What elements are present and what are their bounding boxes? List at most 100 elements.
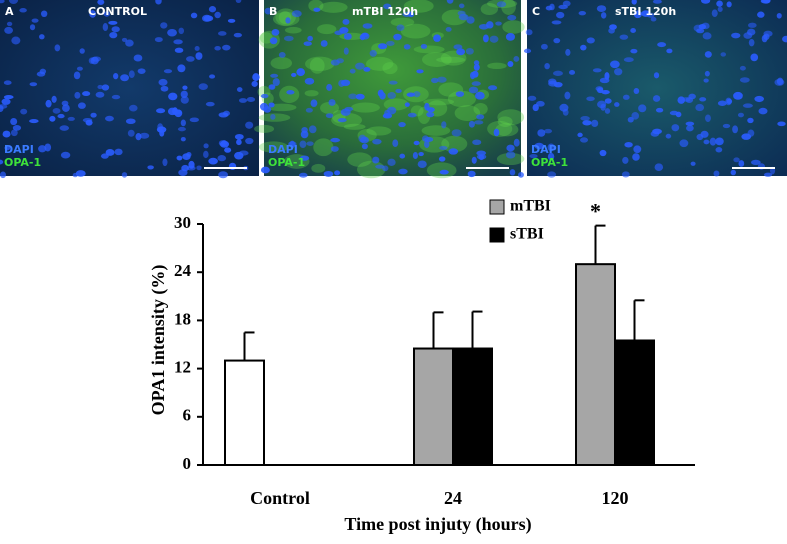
nucleus (236, 87, 243, 92)
nucleus (577, 132, 583, 138)
nucleus (698, 23, 707, 30)
nucleus (95, 91, 105, 98)
nucleus (344, 106, 354, 112)
nucleus (222, 44, 231, 51)
nucleus (320, 40, 328, 47)
nucleus (0, 0, 5, 4)
nucleus (709, 137, 717, 146)
nucleus (44, 143, 52, 152)
nucleus (178, 169, 188, 177)
opa1-signal (270, 56, 293, 70)
nucleus (77, 102, 86, 109)
nucleus (704, 70, 710, 77)
nucleus (761, 0, 771, 4)
legend-swatch (489, 227, 505, 243)
nucleus (655, 107, 664, 113)
nucleus (82, 91, 91, 97)
micrograph (527, 0, 787, 176)
nucleus (700, 130, 709, 138)
bar (614, 339, 655, 467)
nucleus (186, 56, 195, 62)
opa1-signal (497, 109, 525, 126)
nucleus (750, 53, 759, 62)
nucleus (562, 108, 569, 116)
nucleus (103, 11, 110, 17)
nucleus (632, 153, 640, 161)
nucleus (403, 44, 411, 50)
nucleus (271, 28, 280, 36)
nucleus (747, 129, 755, 137)
nucleus (10, 129, 18, 137)
nucleus (369, 49, 377, 57)
nucleus (88, 57, 95, 64)
nucleus (362, 23, 373, 29)
opa1-signal (343, 123, 366, 130)
nucleus (340, 79, 351, 87)
opa1-signal (382, 62, 398, 75)
nucleus (180, 136, 186, 142)
nucleus (378, 43, 388, 50)
nucleus (326, 83, 333, 91)
nucleus (544, 62, 550, 70)
nucleus (451, 129, 462, 137)
nucleus (120, 74, 130, 82)
nucleus (203, 15, 214, 22)
nucleus (453, 44, 463, 50)
y-tick-label: 24 (174, 261, 192, 280)
nucleus (147, 165, 154, 170)
nucleus (652, 95, 661, 102)
nucleus (631, 112, 640, 120)
nucleus (473, 60, 480, 66)
nucleus (458, 3, 465, 9)
nucleus (509, 169, 516, 176)
nucleus (300, 155, 310, 161)
nucleus (704, 51, 712, 58)
nucleus (711, 9, 718, 17)
nucleus (177, 126, 186, 132)
nucleus (446, 0, 454, 4)
y-axis-label: OPA1 intensity (%) (148, 265, 169, 416)
nucleus (62, 104, 70, 112)
nucleus (173, 39, 183, 45)
nucleus (720, 52, 727, 57)
nucleus (190, 12, 198, 19)
nucleus (330, 137, 341, 143)
opa1-signal (421, 125, 451, 136)
opa1-signal (502, 20, 525, 34)
nucleus (227, 18, 236, 23)
nucleus (564, 91, 571, 100)
opa1-signal (305, 56, 335, 72)
opa1-signal (284, 26, 302, 34)
nucleus (455, 91, 465, 97)
nucleus (162, 158, 168, 167)
nucleus (270, 73, 279, 78)
bar (224, 359, 265, 467)
bar (575, 263, 616, 466)
nucleus (541, 43, 548, 50)
nucleus (189, 117, 199, 123)
nucleus (72, 172, 78, 178)
nucleus (234, 133, 244, 140)
nucleus (476, 114, 485, 120)
nucleus (398, 121, 406, 128)
nucleus (665, 133, 672, 139)
nucleus (355, 93, 365, 100)
nucleus (157, 123, 164, 131)
nucleus (537, 129, 546, 137)
nucleus (105, 115, 114, 122)
nucleus (387, 91, 396, 100)
nucleus (763, 33, 770, 40)
opa1-signal (317, 24, 337, 35)
nucleus (158, 78, 168, 86)
panel-letter: A (5, 5, 14, 18)
opa1-signal (436, 56, 466, 63)
nucleus (182, 153, 191, 160)
nucleus (392, 139, 399, 148)
nucleus (285, 17, 291, 24)
nucleus (413, 140, 420, 146)
nucleus (478, 154, 485, 161)
nucleus (395, 88, 402, 94)
nucleus (260, 93, 269, 99)
bar (413, 347, 454, 466)
